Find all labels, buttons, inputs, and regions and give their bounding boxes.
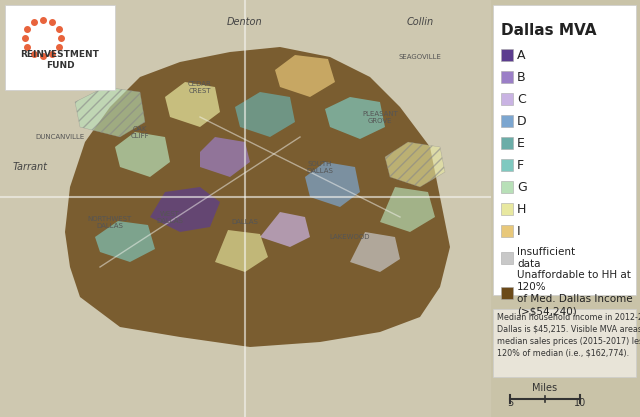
Text: Unaffordable to HH at 120%
of Med. Dallas Income
(>$54,240): Unaffordable to HH at 120% of Med. Dalla… xyxy=(517,270,632,317)
Bar xyxy=(501,93,513,105)
Polygon shape xyxy=(75,87,145,137)
Text: A: A xyxy=(517,48,525,61)
Text: CEDAR
CREST: CEDAR CREST xyxy=(188,80,212,93)
Polygon shape xyxy=(95,221,155,262)
Text: Denton: Denton xyxy=(227,17,263,27)
Bar xyxy=(501,71,513,83)
Polygon shape xyxy=(305,162,360,207)
Text: Insufficient
data: Insufficient data xyxy=(517,247,575,269)
Text: PLEASANT
GROVE: PLEASANT GROVE xyxy=(362,111,398,123)
Text: SEAGOVILLE: SEAGOVILLE xyxy=(399,54,442,60)
Polygon shape xyxy=(165,82,220,127)
Polygon shape xyxy=(235,92,295,137)
Polygon shape xyxy=(200,137,250,177)
Polygon shape xyxy=(325,97,385,139)
Text: Tarrant: Tarrant xyxy=(13,162,47,172)
Bar xyxy=(501,225,513,237)
Bar xyxy=(5,5,115,90)
Bar xyxy=(501,203,513,215)
Text: H: H xyxy=(517,203,526,216)
Bar xyxy=(501,181,513,193)
Bar xyxy=(493,309,636,377)
Text: LAKEWOOD: LAKEWOOD xyxy=(330,234,371,240)
Text: OAK
CLIFF: OAK CLIFF xyxy=(131,126,149,138)
Polygon shape xyxy=(380,187,435,232)
Text: Miles: Miles xyxy=(532,383,557,393)
Polygon shape xyxy=(65,47,450,347)
Text: DUNCANVILLE: DUNCANVILLE xyxy=(35,134,84,140)
Text: REINVESTMENT
FUND: REINVESTMENT FUND xyxy=(20,50,99,70)
Text: C: C xyxy=(517,93,525,106)
Text: 10: 10 xyxy=(574,398,586,408)
Text: Dallas MVA: Dallas MVA xyxy=(501,23,596,38)
Bar xyxy=(493,5,636,295)
Text: I: I xyxy=(517,224,520,238)
Bar xyxy=(501,115,513,127)
Polygon shape xyxy=(115,132,170,177)
Text: D: D xyxy=(517,115,527,128)
Bar xyxy=(501,252,513,264)
Text: SOUTH
DALLAS: SOUTH DALLAS xyxy=(307,161,333,173)
Text: Collin: Collin xyxy=(406,17,433,27)
Text: MOUNTAIN
CREEK: MOUNTAIN CREEK xyxy=(61,70,99,83)
Bar xyxy=(501,137,513,149)
Text: F: F xyxy=(517,158,524,171)
Polygon shape xyxy=(385,142,445,187)
Text: B: B xyxy=(517,70,525,83)
Text: NORTHWEST
DALLAS: NORTHWEST DALLAS xyxy=(88,216,132,229)
Polygon shape xyxy=(350,232,400,272)
Text: Median household income in 2012-2016 for
Dallas is $45,215. Visible MVA areas ha: Median household income in 2012-2016 for… xyxy=(497,313,640,357)
Polygon shape xyxy=(260,212,310,247)
Polygon shape xyxy=(275,55,335,97)
Bar xyxy=(501,49,513,61)
Bar xyxy=(501,159,513,171)
Text: E: E xyxy=(517,136,525,150)
Text: 5: 5 xyxy=(507,398,513,408)
Polygon shape xyxy=(215,230,268,272)
Bar xyxy=(0,0,490,417)
Text: WEST
DALLAS: WEST DALLAS xyxy=(157,211,184,224)
Text: G: G xyxy=(517,181,527,193)
Polygon shape xyxy=(150,187,220,232)
Text: DALLAS: DALLAS xyxy=(232,219,259,225)
Bar xyxy=(501,287,513,299)
